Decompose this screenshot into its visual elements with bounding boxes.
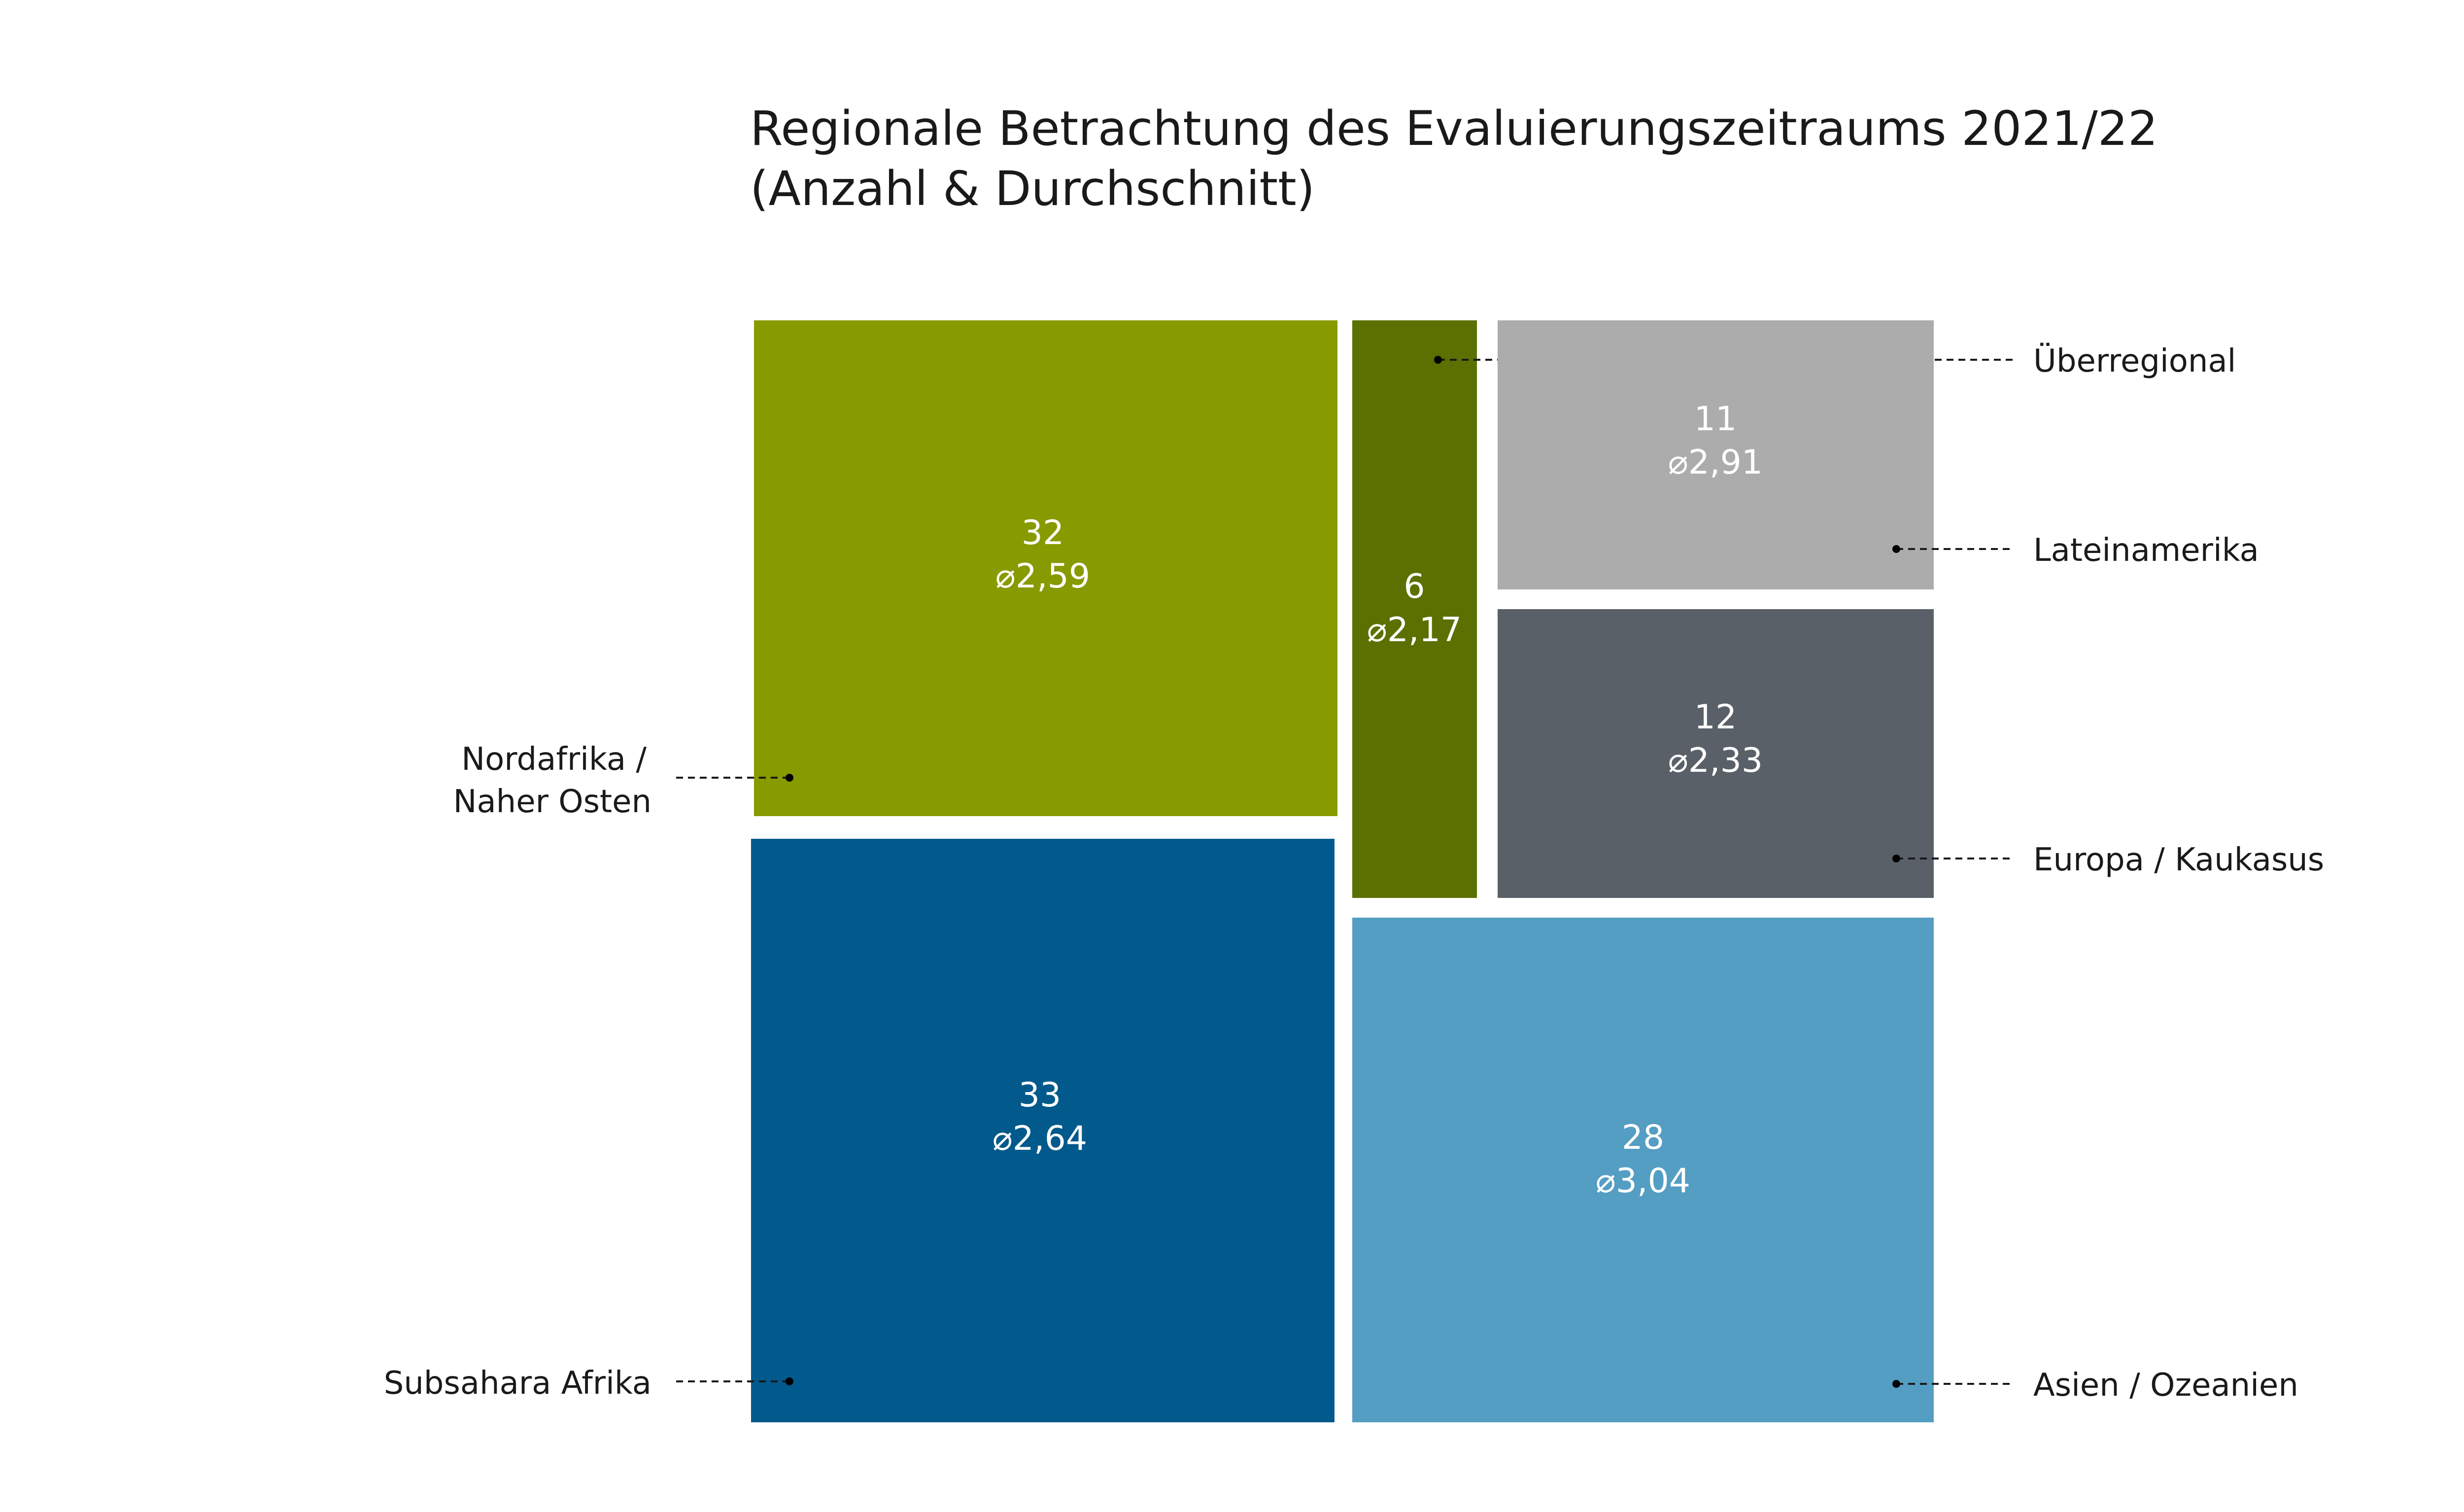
tile-asien-ozeanien bbox=[1352, 918, 1934, 1422]
leader-dot-lateinamerika bbox=[1892, 545, 1900, 553]
tile-europa-kaukasus bbox=[1498, 609, 1934, 898]
chart-subtitle: (Anzahl & Durchschnitt) bbox=[750, 161, 1315, 216]
region-label-nordafrika: Nordafrika / bbox=[461, 741, 647, 778]
tile-average-überregional: ⌀2,17 bbox=[1367, 611, 1462, 650]
tile-average-europa-kaukasus: ⌀2,33 bbox=[1668, 741, 1763, 780]
tile-count-überregional: 6 bbox=[1403, 567, 1425, 606]
chart-title-line: Regionale Betrachtung des Evaluierungsze… bbox=[750, 101, 2158, 156]
region-label-überregional: Überregional bbox=[2033, 343, 2236, 379]
tile-average-subsahara-afrika: ⌀2,64 bbox=[992, 1119, 1087, 1158]
leader-dot-nordafrika bbox=[786, 774, 793, 782]
tile-nordafrika bbox=[754, 320, 1337, 816]
region-label-asien-ozeanien: Asien / Ozeanien bbox=[2033, 1367, 2298, 1404]
region-label-line2-nordafrika: Naher Osten bbox=[453, 784, 651, 820]
tile-average-nordafrika: ⌀2,59 bbox=[995, 557, 1090, 596]
region-label-europa-kaukasus: Europa / Kaukasus bbox=[2033, 842, 2324, 878]
leader-dot-europa-kaukasus bbox=[1892, 855, 1900, 862]
tile-count-subsahara-afrika: 33 bbox=[1019, 1076, 1061, 1115]
leader-dot-überregional bbox=[1434, 356, 1442, 364]
tile-lateinamerika bbox=[1498, 320, 1934, 589]
leader-dot-subsahara-afrika bbox=[786, 1377, 793, 1385]
leader-dot-asien-ozeanien bbox=[1892, 1380, 1900, 1388]
tile-average-lateinamerika: ⌀2,91 bbox=[1668, 443, 1763, 482]
tile-count-asien-ozeanien: 28 bbox=[1622, 1118, 1665, 1157]
tile-count-lateinamerika: 11 bbox=[1694, 400, 1737, 439]
tile-average-asien-ozeanien: ⌀3,04 bbox=[1596, 1162, 1690, 1201]
tile-count-nordafrika: 32 bbox=[1022, 514, 1064, 552]
region-label-lateinamerika: Lateinamerika bbox=[2033, 532, 2259, 569]
tile-subsahara-afrika bbox=[751, 839, 1335, 1422]
tile-überregional bbox=[1352, 320, 1477, 898]
tile-count-europa-kaukasus: 12 bbox=[1694, 698, 1737, 737]
region-label-subsahara-afrika: Subsahara Afrika bbox=[384, 1365, 651, 1402]
chart-title: Regionale Betrachtung des Evaluierungsze… bbox=[750, 99, 2158, 219]
